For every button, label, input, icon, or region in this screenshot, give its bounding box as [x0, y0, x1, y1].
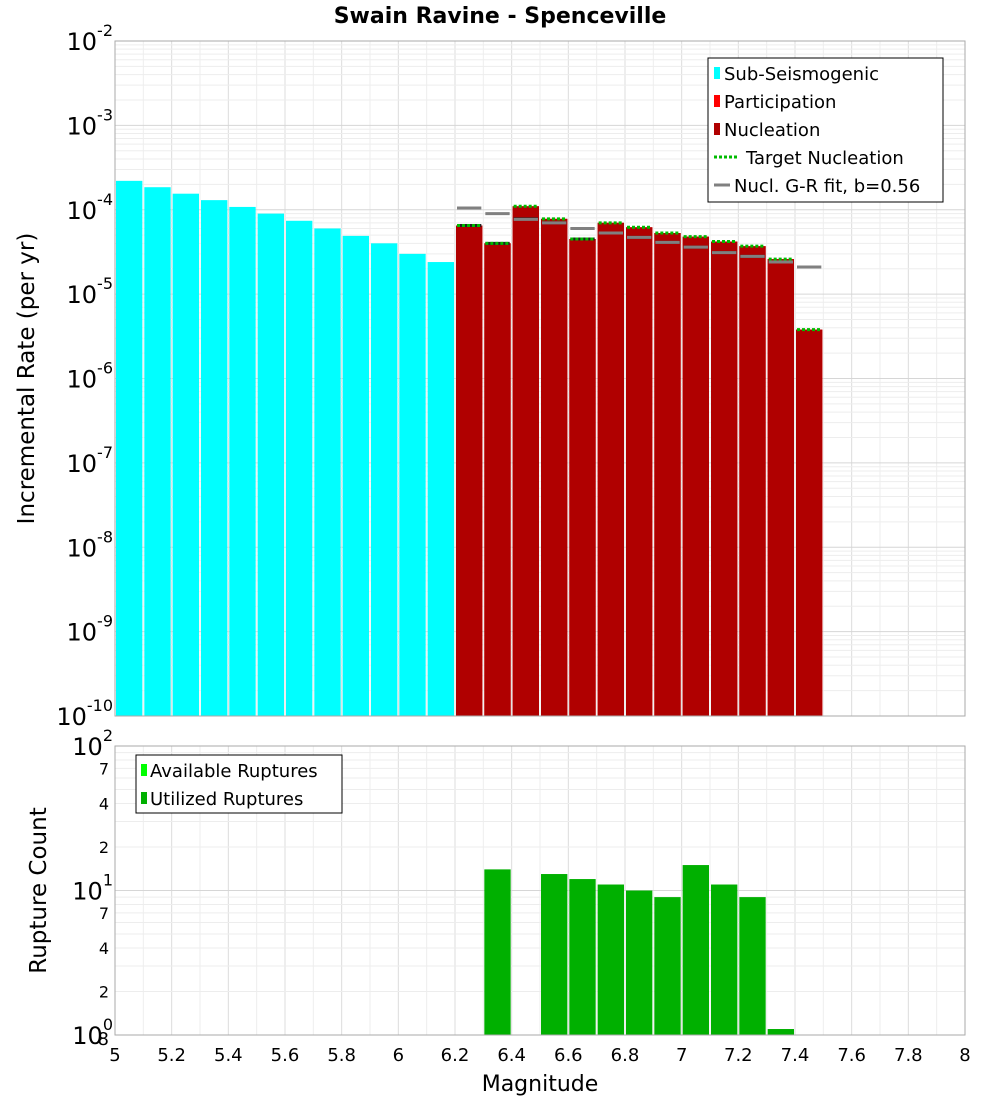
x-axis-label: Magnitude	[482, 1072, 599, 1097]
x-tick-label: 6.8	[611, 1045, 640, 1066]
legend-swatch-available-ruptures	[141, 764, 147, 776]
x-tick-label: 7.6	[837, 1045, 866, 1066]
legend-label: Available Ruptures	[150, 761, 318, 782]
x-tick-label: 7.4	[781, 1045, 810, 1066]
utilized-ruptures-bar	[484, 869, 511, 1035]
utilized-ruptures-bar	[626, 890, 653, 1035]
y-minor-tick-label: 7	[99, 759, 109, 778]
utilized-ruptures-bar	[739, 897, 766, 1035]
sub-seismogenic-bar	[342, 235, 369, 716]
nucleation-bar	[767, 259, 794, 716]
nucleation-bar	[626, 227, 653, 716]
legend-label: Nucleation	[724, 120, 820, 141]
x-tick-label: 7.8	[894, 1045, 923, 1066]
y-minor-tick-label: 4	[99, 795, 109, 814]
sub-seismogenic-bar	[144, 187, 171, 716]
x-tick-label: 7.2	[724, 1045, 753, 1066]
y-tick-label: 10-6	[67, 359, 114, 394]
x-tick-label: 6.2	[441, 1045, 470, 1066]
sub-seismogenic-bar	[314, 228, 341, 716]
nucleation-bar	[654, 233, 681, 716]
utilized-ruptures-bar	[597, 884, 624, 1035]
sub-seismogenic-bar	[427, 262, 454, 716]
top-plot-border	[114, 40, 966, 717]
chart-title: Swain Ravine - Spenceville	[334, 4, 667, 29]
y-axis-label-count: Rupture Count	[26, 807, 52, 973]
sub-seismogenic-bar	[371, 243, 398, 717]
bottom-plot-border	[114, 745, 966, 1036]
x-tick-label: 5.2	[157, 1045, 186, 1066]
nucleation-bar	[796, 329, 823, 716]
y-tick-label: 10-3	[67, 105, 114, 140]
sub-seismogenic-bar	[116, 180, 143, 716]
utilized-ruptures-bar	[541, 874, 568, 1035]
x-tick-label: 7	[676, 1045, 687, 1066]
utilized-ruptures-bar	[682, 865, 709, 1035]
nucleation-bar	[512, 206, 539, 716]
x-tick-label: 6.6	[554, 1045, 583, 1066]
bottom-legend	[135, 754, 343, 814]
legend-swatch-sub-seismogenic	[714, 67, 720, 79]
top-legend	[707, 57, 944, 203]
sub-seismogenic-bar	[172, 193, 199, 716]
utilized-ruptures-bar	[569, 879, 596, 1035]
nucleation-bar	[541, 218, 568, 716]
legend-swatch-nucleation	[714, 123, 720, 135]
nucleation-bar	[484, 243, 511, 717]
legend-swatch-utilized-ruptures	[141, 792, 147, 804]
legend-label: Utilized Ruptures	[150, 789, 303, 810]
sub-seismogenic-bar	[257, 213, 284, 717]
y-axis-label: Incremental Rate (per yr)	[14, 233, 40, 525]
y-minor-tick-label: 2	[99, 983, 109, 1002]
sub-seismogenic-bar	[286, 220, 313, 716]
sub-seismogenic-bar	[399, 253, 426, 716]
y-tick-label: 10-8	[67, 527, 114, 562]
y-bottom-tick-label: 8	[98, 1029, 109, 1050]
nucleation-bar	[739, 246, 766, 716]
legend-label: Nucl. G-R fit, b=0.56	[734, 176, 920, 197]
utilized-ruptures-bar	[767, 1029, 794, 1035]
legend-label: Target Nucleation	[745, 148, 904, 169]
x-tick-label: 8	[959, 1045, 970, 1066]
y-tick-label: 10-4	[67, 190, 114, 225]
sub-seismogenic-bar	[229, 206, 256, 716]
nucleation-bar	[597, 222, 624, 716]
y-tick-label: 10-9	[67, 612, 114, 647]
sub-seismogenic-bar	[201, 200, 228, 716]
x-tick-label: 5	[109, 1045, 120, 1066]
y-minor-tick-label: 2	[99, 838, 109, 857]
utilized-ruptures-bar	[711, 884, 738, 1035]
x-tick-label: 5.8	[327, 1045, 356, 1066]
y-tick-label: 10-10	[56, 696, 113, 731]
y-minor-tick-label: 4	[99, 939, 109, 958]
y-tick-label: 10-7	[67, 443, 114, 478]
x-tick-label: 5.6	[271, 1045, 300, 1066]
y-tick-label: 100	[72, 1015, 113, 1050]
y-tick-label: 101	[72, 871, 113, 906]
y-tick-label: 10-2	[67, 21, 114, 56]
utilized-ruptures-bar	[654, 897, 681, 1035]
nucleation-bar	[456, 225, 483, 716]
x-tick-label: 6.4	[497, 1045, 526, 1066]
top-gridlines	[114, 41, 966, 717]
nucleation-bar	[682, 236, 709, 716]
y-tick-label: 10-5	[67, 274, 114, 309]
legend-label: Participation	[724, 92, 836, 113]
nucleation-bar	[569, 239, 596, 716]
legend-label: Sub-Seismogenic	[724, 64, 879, 85]
y-tick-label: 102	[72, 726, 113, 761]
x-tick-label: 6	[393, 1045, 404, 1066]
y-minor-tick-label: 7	[99, 904, 109, 923]
x-tick-label: 5.4	[214, 1045, 243, 1066]
nucleation-bar	[711, 241, 738, 717]
legend-swatch-participation	[714, 95, 720, 107]
